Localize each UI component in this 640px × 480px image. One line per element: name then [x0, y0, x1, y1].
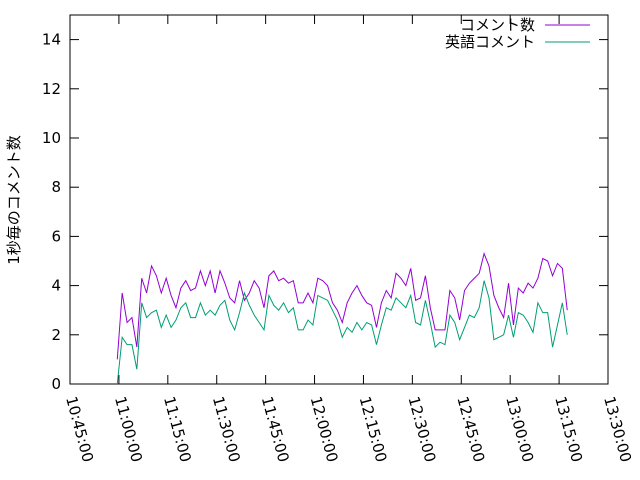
- y-tick-label: 10: [42, 129, 61, 147]
- x-tick-label: 12:45:00: [453, 394, 488, 464]
- y-tick-label: 4: [51, 277, 61, 295]
- x-tick-label: 11:45:00: [258, 394, 293, 464]
- x-tick-label: 12:15:00: [356, 394, 391, 464]
- y-tick-label: 12: [42, 80, 61, 98]
- x-tick-label: 12:30:00: [404, 394, 439, 464]
- x-tick-label: 13:15:00: [551, 394, 586, 464]
- data-line: [116, 251, 568, 360]
- legend-label: 英語コメント: [445, 33, 535, 51]
- y-tick-label: 6: [51, 227, 61, 245]
- x-tick-label: 12:00:00: [307, 394, 342, 464]
- x-tick-label: 10:45:00: [62, 394, 97, 464]
- data-line: [116, 280, 568, 385]
- y-tick-label: 2: [51, 326, 61, 344]
- x-tick-label: 11:00:00: [111, 394, 146, 464]
- y-tick-label: 14: [42, 31, 61, 49]
- y-tick-label: 0: [51, 375, 61, 393]
- x-tick-label: 11:30:00: [209, 394, 244, 464]
- x-tick-label: 11:15:00: [160, 394, 195, 464]
- x-tick-label: 13:00:00: [502, 394, 537, 464]
- x-tick-label: 13:30:00: [600, 394, 635, 464]
- plot-border: [69, 14, 609, 385]
- y-axis-label: 1秒毎のコメント数: [5, 135, 23, 265]
- legend-label: コメント数: [460, 16, 535, 34]
- y-tick-label: 8: [51, 178, 61, 196]
